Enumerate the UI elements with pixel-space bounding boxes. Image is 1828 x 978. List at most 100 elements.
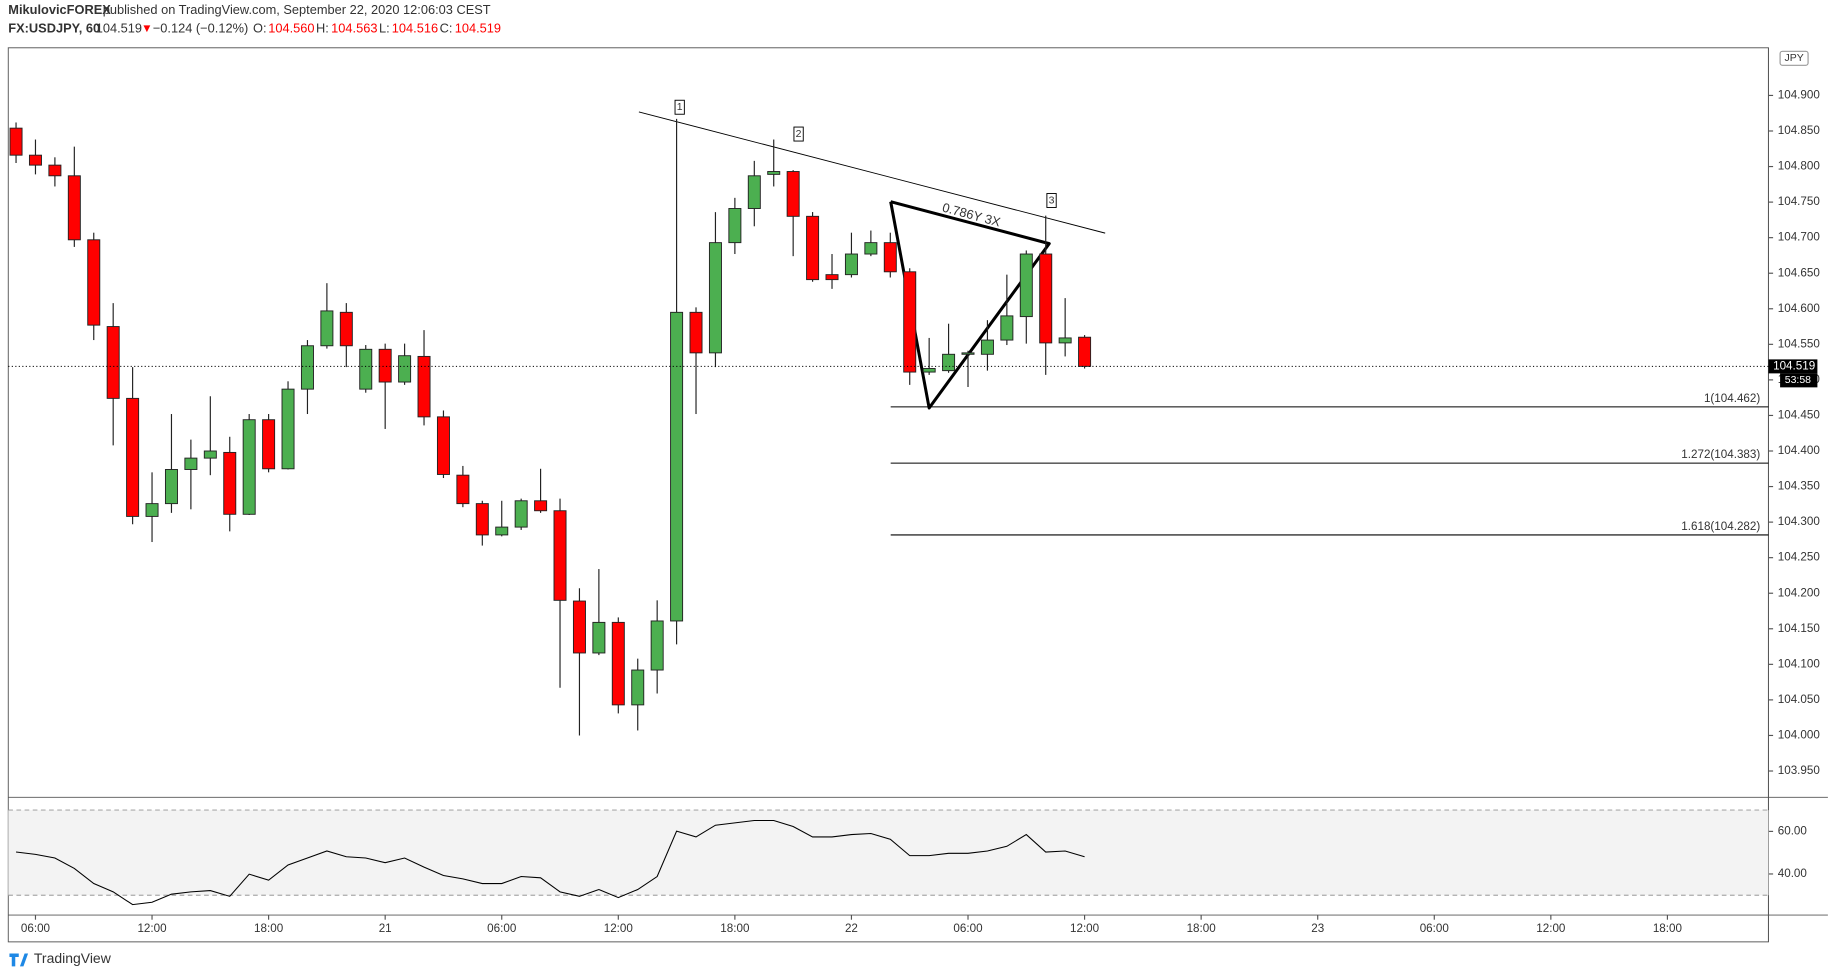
candle (650, 600, 664, 694)
c: 104.519 (455, 21, 501, 36)
candle-body (359, 348, 373, 390)
candle-body (708, 242, 722, 354)
candle-body (514, 500, 528, 528)
x-tick-label: 06:00 (1420, 922, 1450, 935)
o: 104.560 (268, 21, 314, 36)
wave-box (1046, 193, 1057, 208)
x-tick-label: 22 (845, 922, 858, 935)
candle-body (903, 271, 917, 373)
x-tick-label: 21 (379, 922, 392, 935)
last-price-label: 104.519 (1773, 359, 1815, 372)
candle-body (262, 419, 276, 470)
candle-body (164, 469, 178, 505)
candle (534, 468, 548, 513)
candle (942, 323, 956, 373)
frame (7, 47, 1769, 943)
wave-box (674, 99, 685, 115)
o-label: O: (253, 21, 267, 36)
candle-body (28, 154, 42, 166)
candle-body (495, 526, 509, 536)
candle-body (980, 339, 994, 355)
candle-body (339, 311, 353, 347)
candle (767, 139, 781, 187)
l-label: L: (379, 21, 390, 36)
y-tick-label: 104.000 (1778, 729, 1821, 742)
candle (806, 212, 820, 282)
published: published on TradingView.com, September … (103, 2, 491, 17)
change: −0.124 (−0.12%) (153, 21, 248, 36)
candle (903, 268, 917, 385)
candle-body (320, 310, 334, 347)
candle (67, 146, 81, 247)
y-tick-label: 104.750 (1778, 195, 1821, 208)
band (8, 810, 1769, 896)
candle-body (1019, 253, 1033, 318)
candle (980, 320, 994, 371)
logo (9, 953, 29, 967)
x-tick-label: 18:00 (720, 922, 750, 935)
candle (145, 472, 159, 543)
candle (398, 343, 412, 385)
x-tick-label: 06:00 (21, 922, 51, 935)
candle-body (534, 500, 548, 512)
candle-body (67, 175, 81, 241)
x-tick-label: 06:00 (953, 922, 983, 935)
candle (436, 410, 450, 479)
candle (281, 381, 295, 470)
x-tick-label: 06:00 (487, 922, 517, 935)
wave-box (793, 126, 804, 142)
candle (1058, 298, 1072, 357)
candle-body (300, 345, 314, 390)
y-tick-label: 104.700 (1778, 231, 1821, 244)
wave-label: 1 (677, 102, 683, 113)
candle (825, 254, 839, 289)
currency: JPY (1784, 53, 1803, 64)
candle-body (786, 171, 800, 217)
h: 104.563 (331, 21, 377, 36)
candle (864, 230, 878, 257)
y-tick-label: 104.800 (1778, 160, 1821, 173)
candle-body (87, 239, 101, 326)
candle (300, 340, 314, 415)
candle-body (281, 388, 295, 470)
x-tick-label: 23 (1311, 922, 1324, 935)
candle-body (864, 242, 878, 255)
y-tick-label: 104.450 (1778, 409, 1821, 422)
y-tick-label: 104.050 (1778, 693, 1821, 706)
l: 104.516 (392, 21, 438, 36)
candle-body (1039, 253, 1053, 344)
y-tick-label: 40.00 (1778, 867, 1808, 880)
candle-body (942, 353, 956, 372)
candle (1000, 274, 1014, 346)
candle (28, 139, 42, 175)
candle-body (9, 127, 23, 156)
candle (611, 617, 625, 714)
candle (456, 465, 470, 508)
y-tick-label: 104.200 (1778, 586, 1821, 599)
footer-brand: TradingView (34, 950, 112, 966)
candle (728, 197, 742, 255)
y-tick-label: 104.400 (1778, 444, 1821, 457)
candle-body (1058, 337, 1072, 344)
candle-body (48, 164, 62, 177)
rsi-line (15, 820, 1085, 906)
candle-body (961, 352, 975, 355)
candle-body (631, 669, 645, 706)
candle (747, 160, 761, 227)
countdown: 53:58 (1785, 375, 1811, 386)
candle-body (883, 242, 897, 273)
candle (48, 157, 62, 187)
x-tick-label: 12:00 (1070, 922, 1100, 935)
candle-body (806, 215, 820, 281)
candle (262, 414, 276, 473)
x-tick-label: 12:00 (137, 922, 167, 935)
candle-body (747, 175, 761, 209)
wave-label: 2 (796, 129, 802, 140)
candle (223, 436, 237, 532)
candle-body (553, 510, 567, 601)
candle (1078, 335, 1092, 369)
candle (961, 350, 975, 388)
x-tick-label: 12:00 (604, 922, 634, 935)
candle-body (242, 419, 256, 515)
